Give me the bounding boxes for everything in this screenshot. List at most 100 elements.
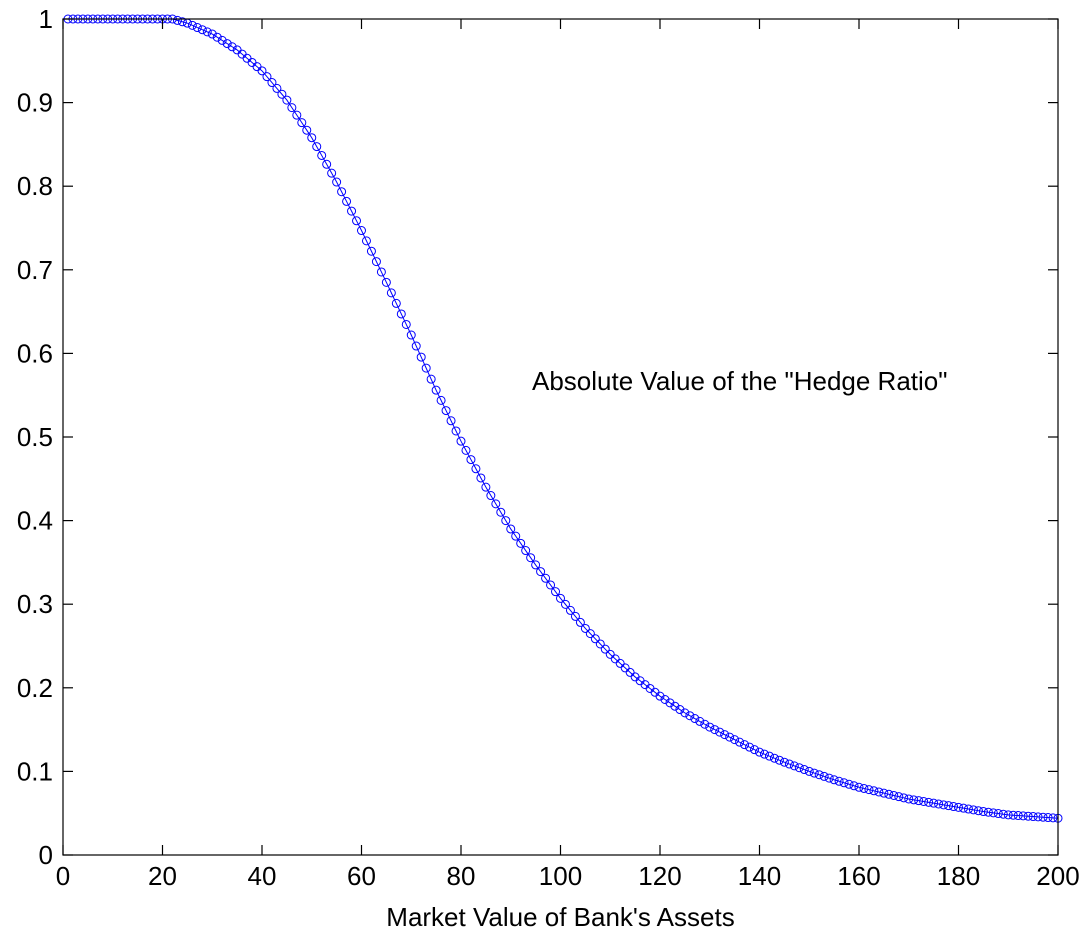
data-point: [670, 701, 680, 711]
data-point: [257, 66, 267, 76]
x-tick-label-2: 40: [248, 861, 277, 891]
data-point: [625, 667, 635, 677]
x-axis-label: Market Value of Bank's Assets: [386, 902, 734, 932]
data-point: [610, 654, 620, 664]
data-point: [759, 749, 769, 759]
data-point: [720, 730, 730, 740]
data-point: [849, 781, 859, 791]
plot-frame: [62, 18, 1059, 856]
data-point: [516, 538, 526, 548]
y-tick-label-1: 0.1: [17, 756, 53, 786]
data-point: [347, 206, 357, 216]
data-point: [844, 779, 854, 789]
y-tick-label-5: 0.5: [17, 422, 53, 452]
data-point: [705, 722, 715, 732]
data-point: [177, 17, 187, 27]
data-point: [854, 782, 864, 792]
data-point: [839, 778, 849, 788]
data-point: [585, 629, 595, 639]
data-point: [963, 804, 973, 814]
data-point: [690, 714, 700, 724]
data-point: [441, 406, 451, 416]
data-point: [949, 802, 959, 812]
data-point: [889, 790, 899, 800]
data-point: [819, 771, 829, 781]
data-point: [267, 78, 277, 88]
data-point: [929, 798, 939, 808]
data-point: [272, 83, 282, 93]
data-point: [506, 524, 516, 534]
data-point: [541, 573, 551, 583]
data-point: [446, 416, 456, 426]
data-point: [406, 330, 416, 340]
data-point: [874, 787, 884, 797]
data-point: [431, 385, 441, 395]
data-point: [769, 753, 779, 763]
data-point: [824, 773, 834, 783]
data-point: [197, 25, 207, 35]
data-point: [262, 72, 272, 82]
y-tick-label-9: 0.9: [17, 88, 53, 118]
data-point: [212, 32, 222, 42]
data-point: [784, 759, 794, 769]
data-point: [565, 605, 575, 615]
y-tick-label-3: 0.3: [17, 589, 53, 619]
data-point: [401, 319, 411, 329]
data-point: [958, 803, 968, 813]
data-point: [600, 644, 610, 654]
data-point: [322, 159, 332, 169]
data-point: [919, 797, 929, 806]
data-point: [521, 546, 531, 556]
data-point: [556, 593, 565, 603]
data-point: [904, 794, 914, 804]
y-tick-label-6: 0.6: [17, 338, 53, 368]
data-point: [909, 795, 919, 805]
data-point: [799, 765, 809, 775]
data-point: [277, 89, 287, 99]
data-point: [993, 809, 1003, 819]
data-point: [680, 708, 690, 718]
series-line: [67, 18, 1059, 819]
data-point: [501, 516, 511, 526]
data-point: [884, 789, 894, 799]
data-point: [381, 277, 391, 287]
data-point: [546, 580, 556, 590]
data-point: [560, 599, 570, 609]
x-tick-label-0: 0: [56, 861, 70, 891]
data-point: [595, 639, 605, 649]
data-point: [620, 663, 630, 673]
data-point: [755, 747, 764, 757]
y-tick-label-4: 0.4: [17, 506, 53, 536]
data-point: [998, 809, 1008, 819]
data-point: [735, 737, 745, 747]
data-point: [526, 553, 536, 563]
data-point: [1003, 810, 1013, 820]
data-point: [789, 761, 799, 771]
y-tick-label-8: 0.8: [17, 171, 53, 201]
data-point: [730, 735, 740, 745]
data-point: [655, 691, 665, 701]
data-point: [411, 341, 421, 351]
data-point: [988, 808, 998, 818]
data-point: [665, 698, 675, 708]
data-point: [302, 125, 312, 135]
data-point: [794, 763, 804, 773]
data-point: [580, 623, 590, 633]
data-point: [605, 649, 615, 659]
data-point: [486, 491, 496, 501]
data-point: [660, 695, 670, 704]
x-tick-label-3: 60: [347, 861, 376, 891]
data-point: [192, 23, 202, 33]
data-point: [287, 103, 297, 113]
axis-ticks: 0 20 40 60 80 100 120 140 160 180 200 0 0.1 0.2 0.3 0.4…: [17, 4, 1080, 891]
data-point: [869, 786, 879, 796]
data-point: [312, 142, 322, 152]
data-point: [426, 374, 436, 384]
data-marks: [63, 14, 1063, 823]
data-point: [391, 298, 401, 308]
data-point: [1033, 812, 1043, 822]
data-point: [715, 727, 725, 737]
data-point: [944, 801, 954, 811]
data-point: [978, 807, 988, 817]
